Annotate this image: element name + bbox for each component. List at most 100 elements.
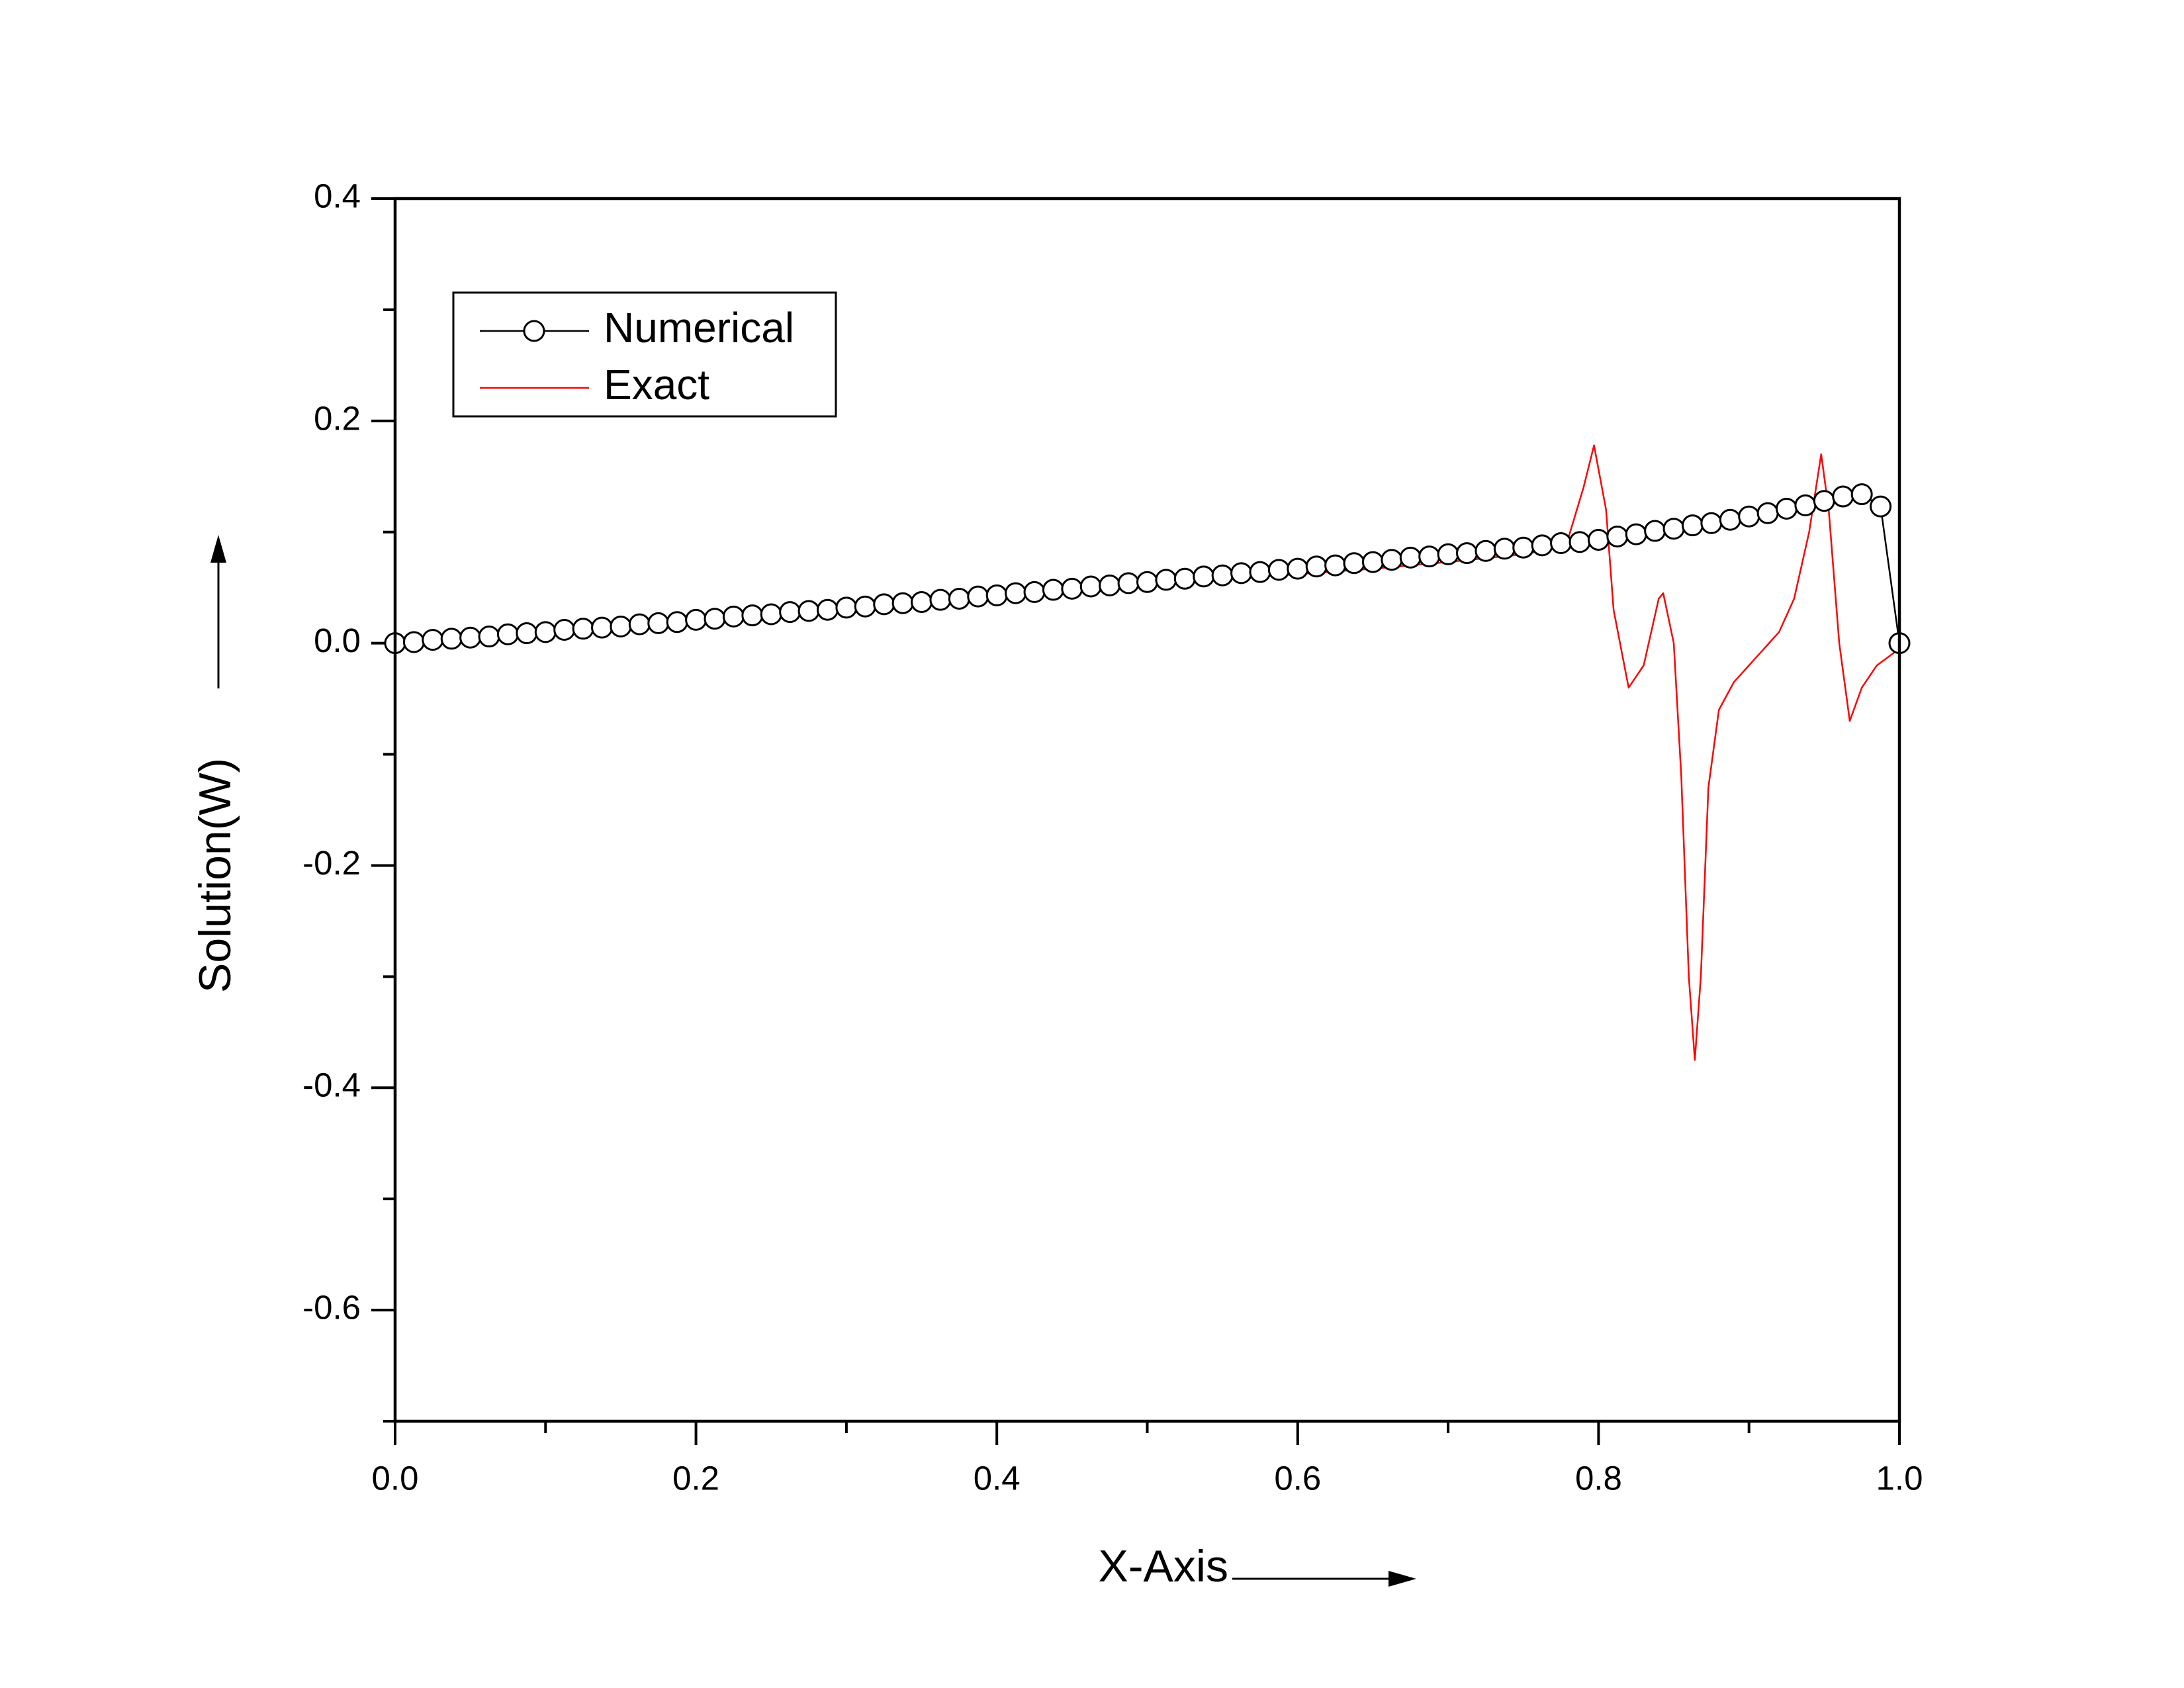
y-tick-label: 0.2 (314, 399, 361, 437)
data-point (1756, 502, 1779, 524)
data-point (1117, 572, 1140, 594)
data-point (1324, 554, 1347, 577)
data-point (1361, 551, 1384, 573)
data-point (948, 587, 970, 610)
data-point (1061, 577, 1083, 600)
legend-box (452, 291, 837, 418)
y-tick-label: -0.4 (302, 1066, 361, 1104)
data-point (1023, 581, 1046, 603)
data-point (1776, 497, 1798, 520)
data-point (741, 604, 764, 627)
data-point (1493, 538, 1516, 560)
legend-marker (523, 320, 545, 342)
data-point (929, 588, 952, 611)
data-point (1644, 520, 1666, 542)
data-point (1531, 534, 1553, 557)
data-point (1079, 575, 1102, 598)
data-point (1662, 518, 1685, 540)
data-point (854, 595, 876, 618)
data-point (1099, 574, 1121, 596)
data-point (402, 631, 425, 653)
data-point (1870, 495, 1892, 518)
data-point (779, 601, 801, 624)
data-point (1719, 508, 1741, 531)
data-point (1005, 582, 1027, 604)
data-point (1700, 512, 1723, 534)
y-tick-label: -0.6 (302, 1289, 361, 1327)
y-axis-label: Solution(W) (190, 758, 240, 993)
data-point (722, 605, 745, 628)
data-point (666, 611, 688, 633)
data-point (534, 621, 557, 643)
data-point (440, 628, 463, 650)
data-point (1512, 536, 1535, 559)
data-point (1569, 531, 1591, 553)
data-point (1418, 545, 1441, 568)
data-point (1249, 561, 1271, 583)
x-tick-label: 0.8 (1575, 1459, 1622, 1497)
data-point (873, 593, 895, 616)
data-point (1832, 485, 1854, 508)
data-point (1343, 552, 1365, 575)
data-point (1305, 555, 1328, 578)
data-point (835, 596, 858, 619)
data-point (816, 598, 839, 621)
data-point (1606, 525, 1629, 547)
data-point (985, 584, 1008, 606)
y-arrowhead (210, 535, 226, 563)
data-point (1381, 549, 1403, 571)
data-point (967, 585, 989, 608)
data-point (760, 603, 782, 626)
data-point (1399, 546, 1422, 569)
data-point (647, 612, 670, 634)
x-tick-label: 0.4 (974, 1459, 1021, 1497)
data-point (496, 623, 519, 645)
data-point (1042, 579, 1064, 601)
data-point (516, 622, 538, 645)
data-point (1550, 532, 1572, 555)
data-point (1456, 542, 1479, 565)
data-point (1850, 483, 1873, 506)
x-tick-label: 1.0 (1876, 1459, 1923, 1497)
data-point (1738, 505, 1760, 528)
data-point (610, 615, 632, 637)
x-tick-label: 0.0 (372, 1459, 419, 1497)
data-point (1211, 564, 1234, 586)
data-point (1267, 559, 1290, 581)
data-point (1193, 565, 1215, 588)
data-point (1587, 528, 1610, 551)
y-tick-label: 0.4 (314, 177, 361, 214)
data-point (911, 591, 933, 614)
plot-frame (393, 197, 1901, 1423)
data-point (1136, 571, 1158, 593)
data-point (591, 616, 614, 639)
x-arrowhead (1388, 1571, 1416, 1587)
data-point (459, 626, 482, 649)
x-tick-label: 0.2 (672, 1459, 719, 1497)
data-point (422, 629, 444, 651)
legend-label: Exact (604, 361, 709, 408)
x-tick-label: 0.6 (1274, 1459, 1321, 1497)
data-point (1625, 523, 1647, 545)
legend-label: Numerical (604, 304, 794, 352)
y-tick-label: 0.0 (314, 622, 361, 659)
data-point (891, 592, 914, 614)
data-point (1173, 567, 1196, 590)
data-point (1681, 514, 1704, 537)
data-point (797, 600, 820, 622)
y-tick-label: -0.2 (302, 844, 361, 882)
data-point (553, 618, 576, 641)
data-point (478, 626, 500, 648)
data-point (704, 608, 726, 630)
x-axis-label: X-Axis (1099, 1541, 1228, 1591)
data-point (1287, 557, 1309, 580)
data-point (572, 618, 594, 640)
data-point (628, 613, 651, 635)
data-point (1794, 494, 1817, 516)
data-point (1475, 539, 1497, 562)
data-point (1155, 569, 1177, 591)
data-point (1437, 543, 1459, 565)
data-point (1230, 562, 1253, 585)
data-point (685, 608, 707, 631)
